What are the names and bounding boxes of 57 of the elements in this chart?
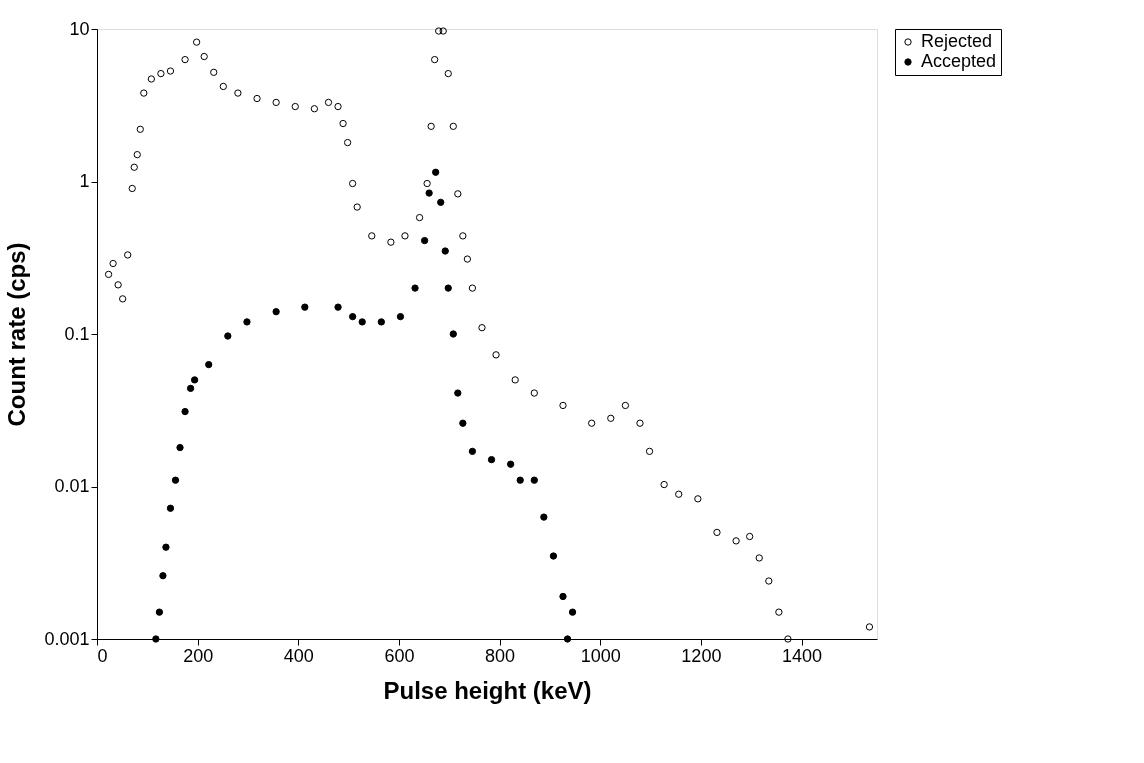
point — [449, 330, 457, 338]
x-tick-label: 1200 — [681, 645, 722, 666]
point — [159, 572, 167, 580]
point — [377, 318, 385, 326]
legend-label: Accepted — [921, 51, 997, 71]
point — [563, 635, 572, 643]
y-tick-label: 0.1 — [64, 323, 90, 344]
point — [459, 419, 467, 427]
point — [530, 476, 538, 484]
x-axis-title: Pulse height (keV) — [383, 676, 592, 704]
point — [454, 389, 462, 397]
point — [243, 318, 251, 326]
point — [155, 608, 164, 616]
point — [181, 407, 189, 416]
point — [272, 308, 280, 316]
point — [568, 608, 577, 616]
point — [186, 384, 195, 393]
point — [444, 284, 452, 292]
y-tick-label: 1 — [79, 171, 90, 191]
point — [224, 332, 232, 340]
point — [358, 318, 366, 326]
x-tick-label: 1400 — [781, 645, 823, 666]
point — [348, 312, 357, 321]
point — [162, 543, 170, 551]
point — [506, 460, 515, 468]
y-axis-title: Count rate (cps) — [3, 242, 31, 427]
point — [425, 189, 433, 197]
point — [559, 592, 567, 601]
point — [301, 303, 309, 311]
legend-label: Rejected — [921, 31, 993, 51]
point — [166, 504, 175, 512]
point — [396, 312, 405, 321]
point — [171, 476, 180, 484]
point — [516, 476, 524, 484]
x-tick-label: 0 — [97, 645, 108, 666]
point — [190, 376, 199, 384]
y-tick-label: 10 — [69, 18, 90, 39]
x-tick-label: 600 — [384, 645, 415, 666]
y-tick-label: 0.001 — [44, 628, 90, 649]
point — [432, 168, 440, 176]
point — [468, 447, 477, 456]
point — [437, 198, 445, 206]
point — [540, 513, 548, 521]
point — [487, 455, 496, 464]
point — [420, 236, 429, 245]
point — [549, 552, 558, 560]
point — [411, 284, 419, 292]
y-tick-label: 0.01 — [54, 476, 90, 496]
x-tick-label: 800 — [485, 645, 516, 666]
x-tick-label: 400 — [283, 645, 314, 666]
point — [441, 247, 449, 255]
point — [176, 443, 184, 452]
x-tick-label: 1000 — [580, 645, 621, 666]
point — [334, 303, 342, 311]
x-tick-label: 200 — [183, 645, 214, 666]
point — [152, 635, 160, 643]
point — [205, 360, 213, 369]
